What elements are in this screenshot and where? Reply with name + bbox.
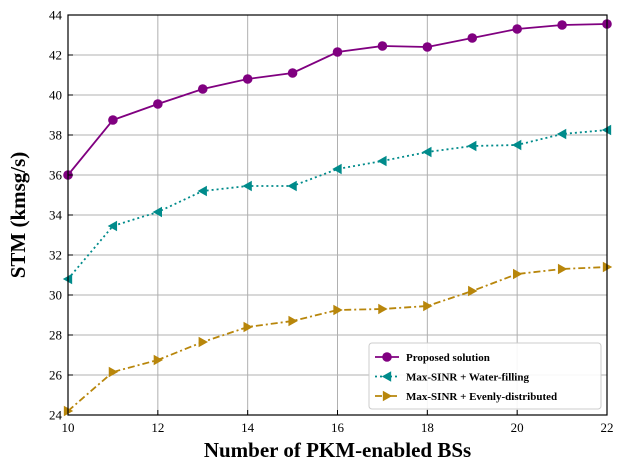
y-tick-label: 34 <box>49 208 63 223</box>
x-tick-label: 10 <box>62 420 75 435</box>
data-point <box>153 99 163 109</box>
data-point <box>557 263 568 275</box>
x-tick-label: 14 <box>241 420 255 435</box>
legend-entry: Max-SINR + Evenly-distributed <box>375 390 557 403</box>
data-point <box>108 115 118 125</box>
x-tick-label: 20 <box>511 420 524 435</box>
data-point <box>332 47 343 57</box>
y-tick-label: 38 <box>49 128 62 143</box>
data-point <box>288 315 298 327</box>
data-point <box>287 180 297 192</box>
y-tick-label: 36 <box>49 168 63 183</box>
data-point <box>108 366 119 378</box>
data-point <box>198 336 208 348</box>
x-tick-label: 18 <box>421 420 434 435</box>
y-axis-title: STM (kmsg/s) <box>6 152 30 279</box>
data-point <box>287 68 298 78</box>
data-point <box>153 354 164 366</box>
data-point <box>511 139 522 151</box>
data-point <box>378 303 388 315</box>
legend-entry: Proposed solution <box>375 352 490 364</box>
data-point <box>467 140 477 152</box>
data-point <box>333 304 343 316</box>
series-2 <box>62 124 612 285</box>
y-tick-label: 24 <box>49 408 63 423</box>
y-tick-label: 44 <box>49 8 63 23</box>
data-point <box>332 163 342 175</box>
series-3 <box>63 261 613 417</box>
legend-marker <box>382 390 393 402</box>
data-point <box>242 180 252 192</box>
data-point <box>512 24 522 34</box>
series-1 <box>63 19 612 180</box>
data-point <box>152 206 162 218</box>
legend-label: Proposed solution <box>406 352 490 364</box>
data-point <box>242 74 253 84</box>
y-tick-label: 28 <box>49 328 62 343</box>
x-tick-label: 12 <box>151 420 164 435</box>
data-point <box>422 146 432 158</box>
legend-label: Max-SINR + Water-filling <box>406 372 529 384</box>
data-point <box>468 285 478 297</box>
data-point <box>513 268 523 280</box>
data-point <box>422 42 433 52</box>
y-tick-label: 26 <box>49 368 63 383</box>
data-point <box>377 41 388 51</box>
data-point <box>423 300 433 312</box>
x-axis-title: Number of PKM-enabled BSs <box>204 438 471 462</box>
legend-label: Max-SINR + Evenly-distributed <box>406 391 557 403</box>
data-point <box>197 84 208 94</box>
y-tick-label: 40 <box>49 88 62 103</box>
y-tick-label: 32 <box>49 248 62 263</box>
data-point <box>197 185 207 197</box>
data-point <box>556 128 567 140</box>
x-tick-label: 22 <box>601 420 614 435</box>
legend: Proposed solution Max-SINR + Water-fillin… <box>368 342 602 410</box>
series-lines <box>62 19 613 417</box>
legend-marker <box>382 352 392 362</box>
data-point <box>557 20 567 30</box>
data-point <box>377 155 387 167</box>
legend-marker <box>381 371 392 382</box>
data-point <box>467 33 478 43</box>
y-tick-label: 42 <box>49 48 62 63</box>
data-point <box>107 220 118 232</box>
legend-box <box>368 342 602 410</box>
x-tick-label: 16 <box>331 420 345 435</box>
legend-entry: Max-SINR + Water-filling <box>375 371 529 384</box>
data-point <box>243 321 253 333</box>
axis-ticks: 10 12 14 16 18 20 22 24 26 28 30 32 34 36 38 40 42 44 <box>49 8 614 436</box>
y-tick-label: 30 <box>49 288 62 303</box>
